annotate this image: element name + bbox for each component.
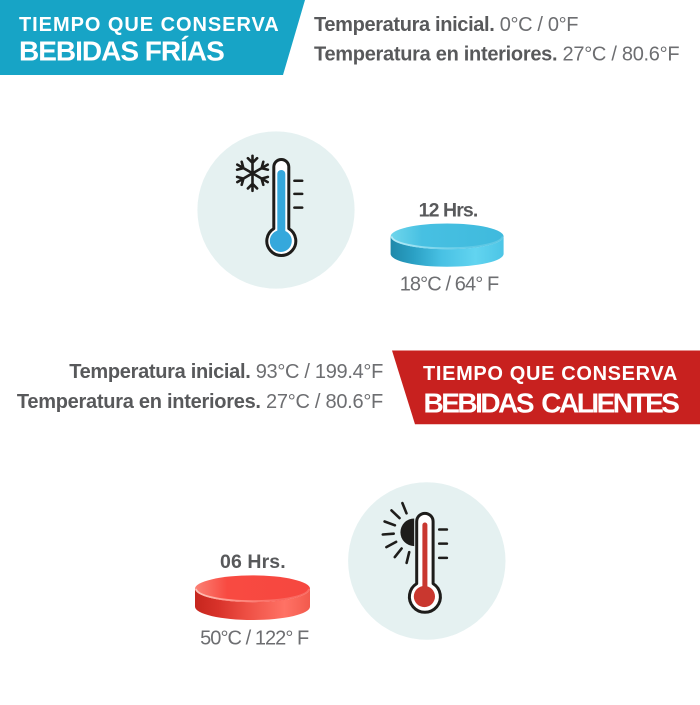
svg-text:50°C / 122° F: 50°C / 122° F bbox=[200, 627, 309, 649]
svg-text:Temperatura en interiores. 27°: Temperatura en interiores. 27°C / 80.6°F bbox=[314, 44, 679, 66]
svg-text:Temperatura inicial. 0°C / 0°F: Temperatura inicial. 0°C / 0°F bbox=[314, 14, 578, 36]
svg-text:TIEMPO QUE CONSERVA: TIEMPO QUE CONSERVA bbox=[19, 14, 280, 36]
svg-text:Temperatura en interiores. 27°: Temperatura en interiores. 27°C / 80.6°F bbox=[17, 391, 383, 413]
svg-text:TIEMPO QUE CONSERVA: TIEMPO QUE CONSERVA bbox=[423, 363, 678, 385]
svg-text:Temperatura inicial. 93°C / 19: Temperatura inicial. 93°C / 199.4°F bbox=[69, 361, 383, 383]
svg-text:BEBIDAS CALIENTES: BEBIDAS CALIENTES bbox=[424, 387, 680, 418]
svg-text:12 Hrs.: 12 Hrs. bbox=[419, 200, 478, 222]
svg-text:06 Hrs.: 06 Hrs. bbox=[220, 551, 286, 573]
svg-text:18°C / 64° F: 18°C / 64° F bbox=[400, 274, 499, 296]
svg-text:BEBIDAS FRÍAS: BEBIDAS FRÍAS bbox=[19, 36, 224, 67]
